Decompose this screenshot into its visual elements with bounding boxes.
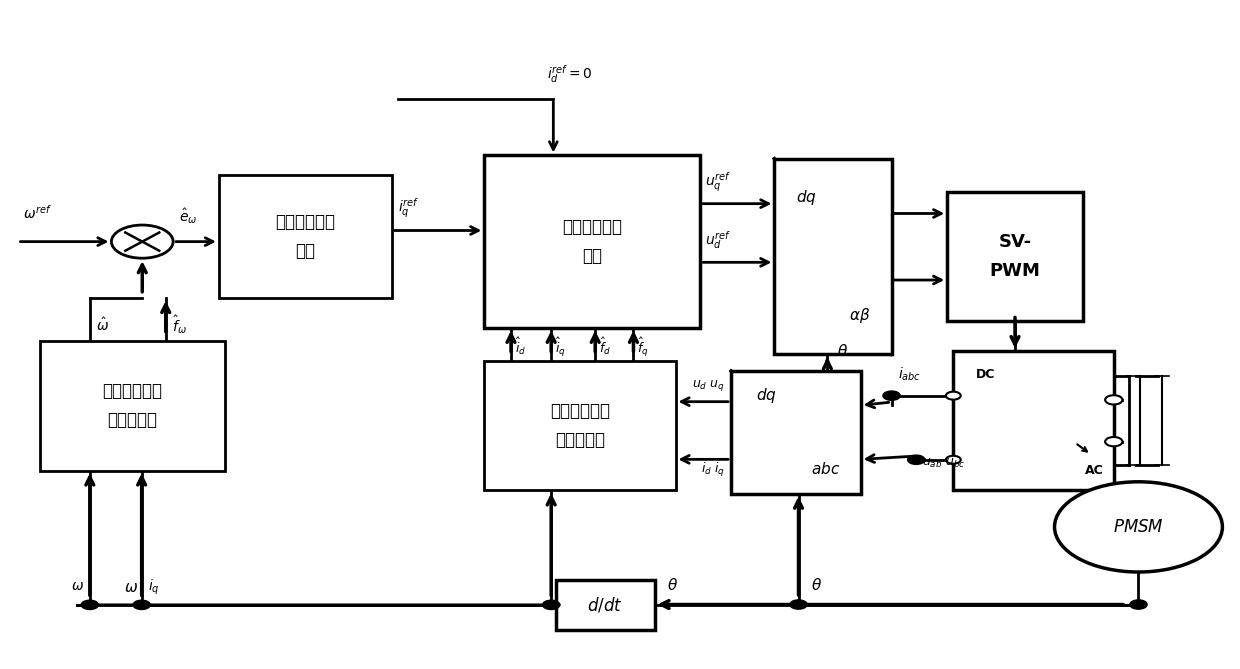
Circle shape xyxy=(1105,395,1122,405)
Text: $\omega$: $\omega$ xyxy=(71,579,83,593)
Circle shape xyxy=(883,391,900,400)
Circle shape xyxy=(81,600,98,609)
Circle shape xyxy=(1130,600,1147,609)
Circle shape xyxy=(112,225,174,258)
Text: $d/dt$: $d/dt$ xyxy=(588,595,622,614)
Bar xyxy=(218,175,392,298)
Circle shape xyxy=(1105,437,1122,446)
Text: $i_d^{ref}=0$: $i_d^{ref}=0$ xyxy=(547,64,593,86)
Text: $u_d\ u_q$: $u_d\ u_q$ xyxy=(692,378,725,393)
Text: 失磁转矩检测
滑模观测器: 失磁转矩检测 滑模观测器 xyxy=(103,382,162,429)
Text: $i_q$: $i_q$ xyxy=(148,577,160,597)
Circle shape xyxy=(1054,482,1223,572)
Text: $\hat{f}_d$: $\hat{f}_d$ xyxy=(599,336,611,357)
Text: $dq$: $dq$ xyxy=(755,386,776,405)
Text: 失磁磁链检测
滑模观测器: 失磁磁链检测 滑模观测器 xyxy=(549,402,610,450)
Bar xyxy=(484,155,701,328)
Text: $\hat{f}_q$: $\hat{f}_q$ xyxy=(637,336,649,359)
Text: $\theta$: $\theta$ xyxy=(667,577,678,593)
Text: AC: AC xyxy=(1085,464,1104,477)
Circle shape xyxy=(543,600,559,609)
Text: $u_d^{ref}$: $u_d^{ref}$ xyxy=(706,229,732,251)
Text: $\theta$: $\theta$ xyxy=(811,577,822,593)
Text: $PMSM$: $PMSM$ xyxy=(1114,518,1164,536)
Text: SV-
PWM: SV- PWM xyxy=(990,233,1040,280)
Text: $\hat{i}_q$: $\hat{i}_q$ xyxy=(554,336,565,359)
Text: $\hat{i}_d$: $\hat{i}_d$ xyxy=(515,336,526,357)
Bar xyxy=(774,159,892,355)
Bar xyxy=(40,341,224,470)
Text: $\hat{e}_\omega$: $\hat{e}_\omega$ xyxy=(180,207,197,226)
Circle shape xyxy=(946,391,961,399)
Text: $i_q^{ref}$: $i_q^{ref}$ xyxy=(398,197,419,220)
Bar xyxy=(484,361,676,490)
Text: $\hat{f}_\omega$: $\hat{f}_\omega$ xyxy=(172,313,187,336)
Text: $\hat{\omega}$: $\hat{\omega}$ xyxy=(95,317,109,334)
Text: $\omega$: $\omega$ xyxy=(124,579,138,595)
Circle shape xyxy=(790,600,807,609)
Circle shape xyxy=(946,456,961,464)
Circle shape xyxy=(133,600,150,609)
Text: $abc$: $abc$ xyxy=(811,461,841,477)
Text: $\alpha\beta$: $\alpha\beta$ xyxy=(849,306,870,324)
Text: 容错预测电流
控制: 容错预测电流 控制 xyxy=(562,218,622,265)
Bar xyxy=(732,371,861,494)
Text: $i_{abc}$: $i_{abc}$ xyxy=(898,366,921,383)
Text: $i_d\ i_q$: $i_d\ i_q$ xyxy=(701,461,725,479)
Text: DC: DC xyxy=(976,368,994,381)
Text: $\theta$: $\theta$ xyxy=(837,343,848,359)
Text: $u_q^{ref}$: $u_q^{ref}$ xyxy=(706,170,732,194)
Bar xyxy=(947,192,1083,321)
Text: $dq$: $dq$ xyxy=(796,189,816,207)
Circle shape xyxy=(908,455,925,464)
Text: $\omega^{ref}$: $\omega^{ref}$ xyxy=(22,203,51,221)
Bar xyxy=(954,351,1114,490)
Text: 容错预测转速
控制: 容错预测转速 控制 xyxy=(275,213,335,260)
Bar xyxy=(556,580,655,630)
Text: $u_{ab}\ u_{bc}$: $u_{ab}\ u_{bc}$ xyxy=(923,458,966,470)
